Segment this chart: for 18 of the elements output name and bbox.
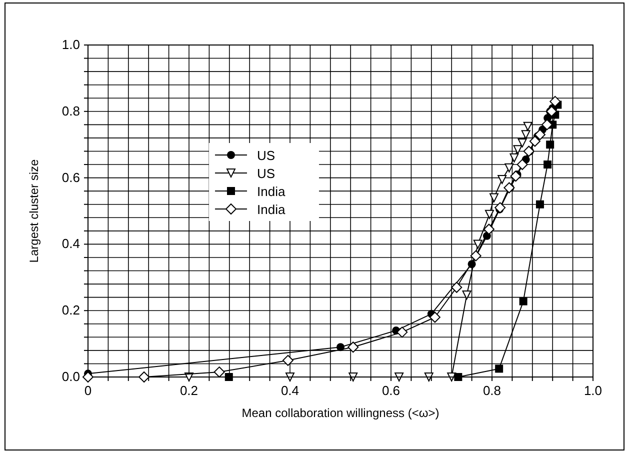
x-tick-label: 0.8 (482, 383, 502, 398)
x-tick-label: 1.0 (584, 383, 602, 398)
y-tick-label: 0.4 (62, 236, 80, 252)
legend-label: US (257, 148, 276, 163)
y-tick-label: 1.0 (62, 37, 80, 52)
y-tick-label: 0.0 (62, 369, 80, 384)
y-axis-title: Largest cluster size (27, 158, 41, 263)
y-tick-label: 0.8 (62, 103, 80, 118)
legend-label: US (257, 166, 276, 181)
x-tick-label: 0.4 (280, 383, 300, 398)
x-tick-label: 0.6 (382, 383, 400, 398)
legend-label: India (257, 202, 286, 217)
y-tick-label: 0.6 (62, 170, 80, 185)
x-axis-title: Mean collaboration willingness (<ω>) (242, 406, 440, 420)
x-tick-label: 0.2 (180, 383, 198, 398)
y-tick-label: 0.2 (62, 302, 80, 318)
legend-label: India (257, 184, 286, 199)
x-tick-label: 0 (84, 383, 92, 398)
